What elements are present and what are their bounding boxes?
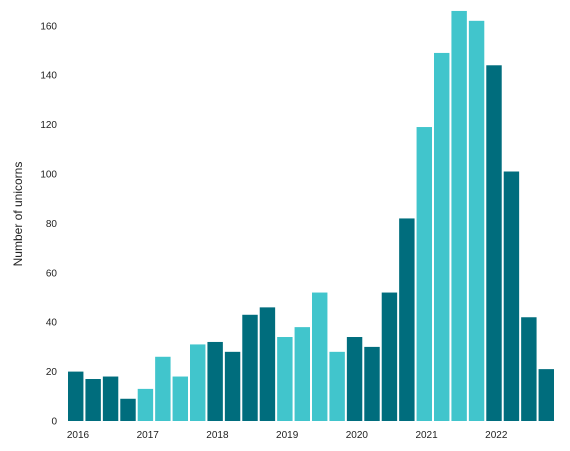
- bar: [346, 337, 363, 421]
- y-tick-label: 140: [40, 71, 57, 82]
- x-tick-label: 2018: [206, 430, 229, 441]
- y-tick-label: 0: [51, 417, 57, 428]
- bar: [68, 371, 84, 421]
- bar: [468, 20, 485, 421]
- y-tick-label: 120: [40, 120, 57, 131]
- bar: [172, 376, 188, 421]
- bar: [120, 398, 136, 421]
- x-tick-label: 2016: [67, 430, 90, 441]
- y-axis-ticks: 0 20 40 60 80 100 120 140 160: [40, 21, 57, 427]
- y-tick-label: 40: [46, 318, 58, 329]
- y-tick-label: 60: [46, 268, 58, 279]
- bar: [434, 52, 450, 422]
- bar: [102, 376, 119, 421]
- bar: [224, 351, 241, 421]
- bar: [503, 171, 520, 421]
- bar: [312, 292, 328, 421]
- x-tick-label: 2020: [346, 430, 369, 441]
- bar: [538, 369, 554, 421]
- x-tick-label: 2019: [276, 430, 299, 441]
- x-axis-ticks: 2016 2017 2018 2019 2020 2021 2022: [67, 430, 508, 441]
- x-tick-label: 2021: [415, 430, 438, 441]
- bars-group: [68, 10, 554, 422]
- bar: [155, 356, 171, 421]
- y-tick-label: 80: [46, 219, 58, 230]
- bar: [381, 292, 398, 421]
- bar: [190, 344, 206, 421]
- bar: [137, 388, 154, 421]
- bar: [242, 314, 258, 421]
- x-tick-label: 2017: [137, 430, 160, 441]
- y-tick-label: 20: [46, 367, 58, 378]
- bar: [294, 327, 310, 421]
- bar: [399, 218, 415, 421]
- bar: [416, 127, 432, 422]
- bar: [85, 379, 101, 421]
- bar: [207, 341, 223, 421]
- bar: [451, 10, 467, 421]
- bar: [486, 65, 502, 422]
- y-axis-title: Number of unicorns: [11, 162, 25, 267]
- y-tick-label: 160: [40, 21, 57, 32]
- bar: [259, 307, 276, 421]
- bar: [329, 351, 345, 421]
- y-tick-label: 100: [40, 169, 57, 180]
- x-tick-label: 2022: [485, 430, 508, 441]
- bar: [364, 346, 380, 421]
- bar: [277, 337, 293, 421]
- bar: [521, 317, 537, 421]
